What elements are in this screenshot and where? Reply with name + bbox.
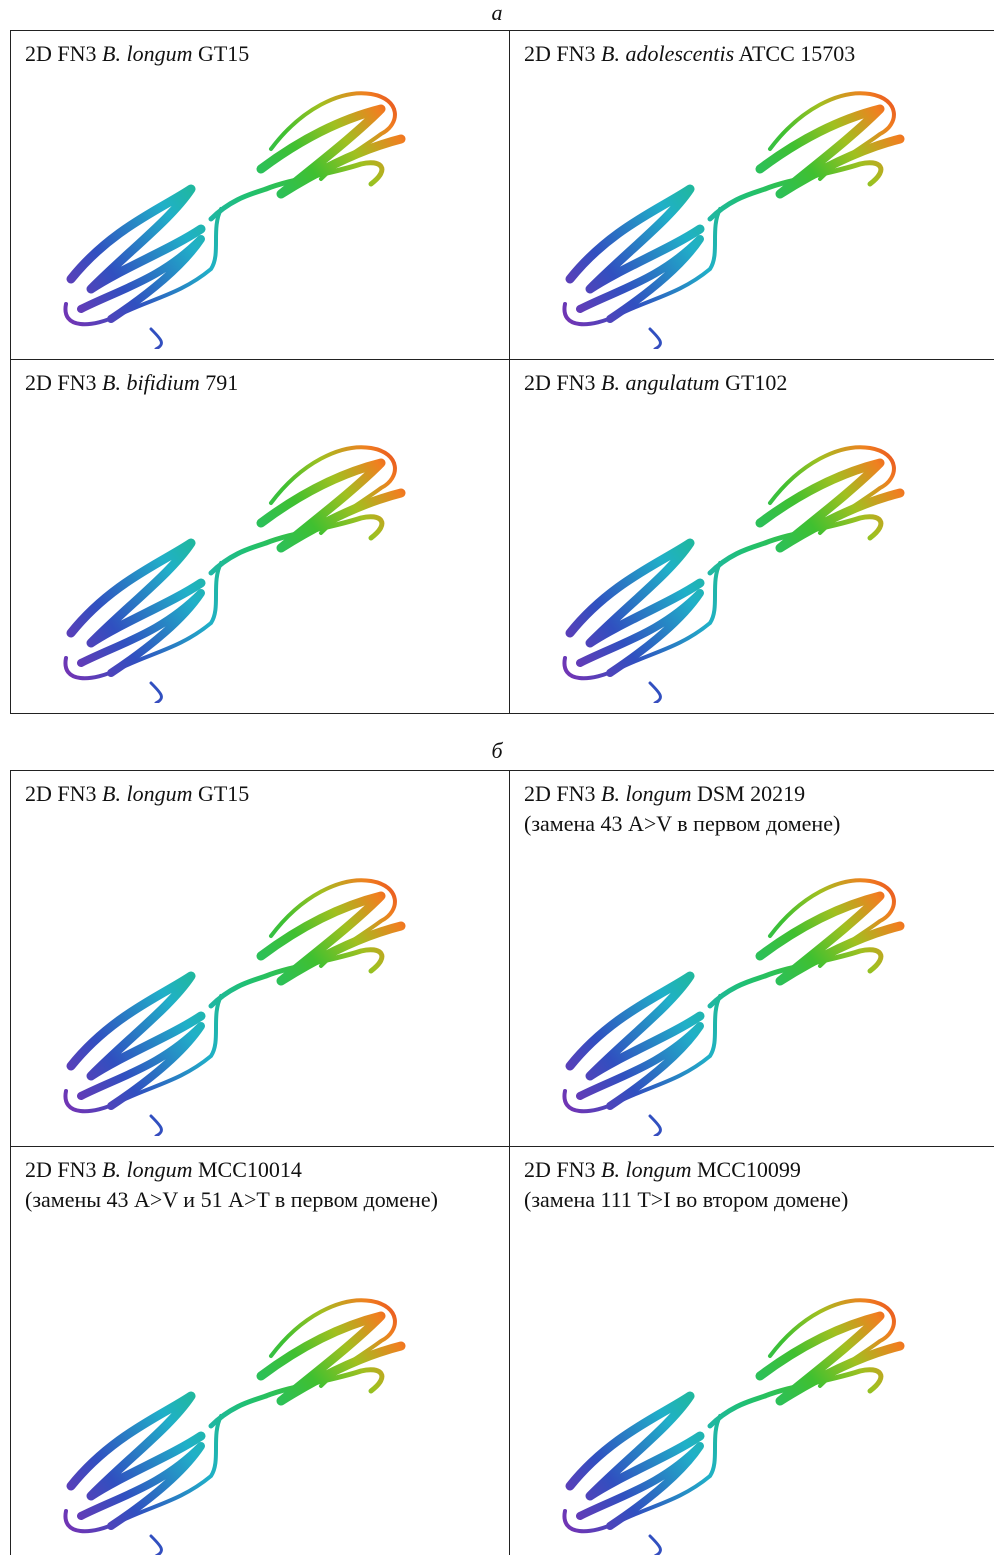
caption-prefix: 2D FN3 — [524, 370, 601, 395]
protein-structure — [51, 433, 431, 703]
strain: MCC10099 — [691, 1157, 800, 1182]
ribbon — [564, 880, 900, 1136]
protein-structure — [550, 433, 930, 703]
panel-label: б — [0, 738, 994, 764]
caption: 2D FN3 B. longum MCC10099 (замена 111 T>I… — [524, 1155, 964, 1215]
caption: 2D FN3 B. bifidium 791 — [25, 368, 465, 398]
species-name: B. bifidium — [102, 370, 200, 395]
species-name: B. longum — [601, 1157, 691, 1182]
cell: 2D FN3 B. adolescentis ATCC 15703 — [509, 31, 994, 359]
caption-prefix: 2D FN3 — [25, 781, 102, 806]
caption-prefix: 2D FN3 — [25, 41, 102, 66]
cell: 2D FN3 B. bifidium 791 — [11, 359, 509, 713]
caption: 2D FN3 B. longum GT15 — [25, 39, 465, 69]
strain: GT15 — [192, 41, 249, 66]
caption-note: (замены 43 A>V и 51 A>T в первом домене) — [25, 1187, 438, 1212]
caption: 2D FN3 B. angulatum GT102 — [524, 368, 964, 398]
protein-structure — [51, 866, 431, 1136]
strain: MCC10014 — [192, 1157, 301, 1182]
ribbon — [564, 447, 900, 703]
cell: 2D FN3 B. longum MCC10099 (замена 111 T>I… — [509, 1146, 994, 1555]
strain: DSM 20219 — [691, 781, 805, 806]
caption-note: (замена 43 A>V в первом домене) — [524, 811, 840, 836]
caption-prefix: 2D FN3 — [524, 781, 601, 806]
ribbon — [65, 447, 401, 703]
caption: 2D FN3 B. longum GT15 — [25, 779, 465, 809]
figure: а2D FN3 B. longum GT152D FN3 B. adolesce… — [0, 0, 994, 1555]
species-name: B. longum — [601, 781, 691, 806]
caption-prefix: 2D FN3 — [524, 1157, 601, 1182]
cell: 2D FN3 B. longum GT15 — [11, 771, 509, 1146]
protein-structure — [550, 79, 930, 349]
caption-note: (замена 111 T>I во втором домене) — [524, 1187, 848, 1212]
species-name: B. adolescentis — [601, 41, 734, 66]
strain: GT15 — [192, 781, 249, 806]
cell: 2D FN3 B. longum MCC10014 (замены 43 A>V … — [11, 1146, 509, 1555]
ribbon — [564, 1300, 900, 1555]
caption-prefix: 2D FN3 — [524, 41, 601, 66]
ribbon — [65, 880, 401, 1136]
caption: 2D FN3 B. adolescentis ATCC 15703 — [524, 39, 964, 69]
strain: ATCC 15703 — [734, 41, 855, 66]
species-name: B. longum — [102, 41, 192, 66]
cell: 2D FN3 B. longum DSM 20219 (замена 43 A>V… — [509, 771, 994, 1146]
caption-prefix: 2D FN3 — [25, 370, 102, 395]
protein-structure — [51, 1286, 431, 1555]
ribbon — [65, 1300, 401, 1555]
protein-structure — [550, 866, 930, 1136]
caption: 2D FN3 B. longum DSM 20219 (замена 43 A>V… — [524, 779, 964, 839]
species-name: B. longum — [102, 781, 192, 806]
species-name: B. angulatum — [601, 370, 720, 395]
protein-structure — [550, 1286, 930, 1555]
cell: 2D FN3 B. longum GT15 — [11, 31, 509, 359]
ribbon — [65, 93, 401, 349]
cell: 2D FN3 B. angulatum GT102 — [509, 359, 994, 713]
ribbon — [564, 93, 900, 349]
caption-prefix: 2D FN3 — [25, 1157, 102, 1182]
protein-structure — [51, 79, 431, 349]
panel-label: а — [0, 0, 994, 26]
caption: 2D FN3 B. longum MCC10014 (замены 43 A>V … — [25, 1155, 465, 1215]
strain: 791 — [200, 370, 239, 395]
strain: GT102 — [720, 370, 788, 395]
species-name: B. longum — [102, 1157, 192, 1182]
